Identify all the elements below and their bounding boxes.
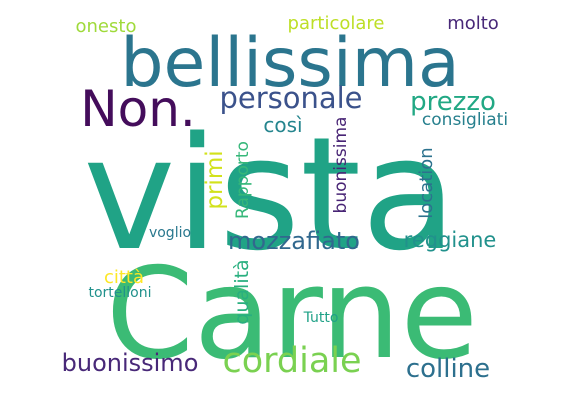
word-buonissimo: buonissimo bbox=[62, 349, 199, 377]
word-tutto: Tutto bbox=[303, 310, 339, 326]
word-mozzafiato: mozzafiato bbox=[228, 227, 360, 255]
word-cosi: così bbox=[263, 113, 302, 137]
word-carne: Carne bbox=[106, 240, 478, 387]
word-location: location bbox=[416, 147, 437, 218]
word-qualita: qualità bbox=[231, 259, 253, 324]
word-buonissima: buonissima bbox=[331, 117, 351, 214]
word-vista: vista bbox=[83, 103, 457, 285]
word-non: Non. bbox=[80, 80, 196, 138]
word-cordiale: cordiale bbox=[222, 341, 361, 381]
word-primi: primi bbox=[202, 150, 228, 209]
word-particolare: particolare bbox=[288, 13, 385, 34]
word-tortelloni: tortelloni bbox=[88, 285, 151, 301]
word-prezzo: prezzo bbox=[410, 87, 496, 117]
word-voglio: voglio bbox=[149, 225, 191, 241]
word-onesto: onesto bbox=[76, 16, 137, 37]
word-citta: città bbox=[104, 267, 144, 288]
word-personale: personale bbox=[219, 81, 362, 115]
word-bellissima: bellissima bbox=[120, 24, 459, 103]
word-colline: colline bbox=[406, 354, 490, 384]
word-reggiane: reggiane bbox=[404, 228, 497, 252]
word-molto: molto bbox=[447, 13, 499, 34]
word-rapporto: Rapporto bbox=[233, 141, 253, 219]
word-consigliati: consigliati bbox=[422, 110, 508, 130]
